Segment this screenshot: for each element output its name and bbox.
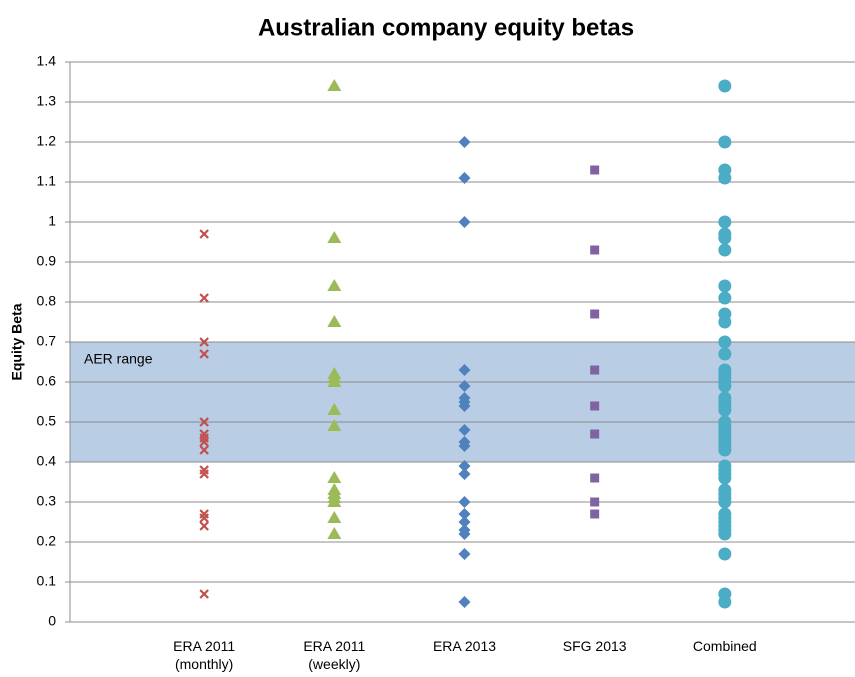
- point: [199, 293, 209, 303]
- y-tick-label: 0.3: [37, 493, 57, 509]
- point: [199, 417, 209, 427]
- point: [590, 365, 600, 375]
- point: [718, 279, 732, 293]
- point: [590, 429, 600, 439]
- point: [199, 437, 209, 447]
- point: [458, 400, 471, 412]
- x-tick-label: ERA 2011 (weekly): [303, 638, 366, 672]
- point: [458, 364, 471, 376]
- y-tick-label: 0.7: [37, 333, 57, 349]
- point: [718, 443, 732, 457]
- point: [718, 527, 732, 541]
- point: [718, 79, 732, 93]
- point: [327, 315, 342, 327]
- point: [199, 445, 209, 455]
- point: [199, 229, 209, 239]
- point: [458, 440, 471, 452]
- chart-title: Australian company equity betas: [258, 14, 634, 41]
- point: [458, 216, 471, 228]
- point: [718, 547, 732, 561]
- point: [199, 337, 209, 347]
- point: [458, 424, 471, 436]
- point: [199, 589, 209, 599]
- point: [458, 460, 471, 472]
- point: [327, 511, 342, 523]
- point: [590, 165, 600, 175]
- point: [590, 497, 600, 507]
- point: [327, 279, 342, 291]
- y-tick-label: 0.9: [37, 253, 57, 269]
- y-tick-label: 1: [48, 213, 56, 229]
- point: [327, 527, 342, 539]
- point: [718, 135, 732, 149]
- y-tick-label: 1.2: [37, 133, 57, 149]
- point: [458, 516, 471, 528]
- point: [590, 401, 600, 411]
- y-tick-label: 1.1: [37, 173, 57, 189]
- point: [458, 596, 471, 608]
- point: [327, 403, 342, 415]
- point: [718, 215, 732, 229]
- y-tick-label: 1.4: [37, 53, 57, 69]
- x-tick-label: ERA 2011 (monthly): [173, 638, 236, 672]
- point: [590, 245, 600, 255]
- point: [718, 379, 732, 393]
- x-tick-label: Combined: [692, 638, 757, 654]
- point: [327, 419, 342, 431]
- y-tick-label: 0.4: [37, 453, 57, 469]
- y-tick-label: 0.6: [37, 373, 57, 389]
- point: [590, 509, 600, 519]
- point: [458, 508, 471, 520]
- y-tick-label: 0.2: [37, 533, 57, 549]
- point: [718, 315, 732, 329]
- point: [327, 375, 342, 387]
- point: [199, 513, 209, 523]
- point: [718, 243, 732, 257]
- y-axis-label: Equity Beta: [9, 303, 25, 380]
- point: [327, 79, 342, 91]
- range-label: AER range: [84, 351, 153, 367]
- point: [458, 468, 471, 480]
- point: [718, 347, 732, 361]
- point: [199, 469, 209, 479]
- point: [199, 349, 209, 359]
- y-tick-label: 0.5: [37, 413, 57, 429]
- point: [327, 495, 342, 507]
- point: [458, 528, 471, 540]
- point: [458, 172, 471, 184]
- point: [718, 171, 732, 185]
- x-tick-label: SFG 2013: [562, 638, 627, 654]
- point: [458, 136, 471, 148]
- point: [458, 380, 471, 392]
- point: [458, 496, 471, 508]
- y-tick-label: 1.3: [37, 93, 57, 109]
- point: [718, 231, 732, 245]
- y-tick-label: 0.1: [37, 573, 57, 589]
- y-tick-label: 0: [48, 613, 56, 629]
- point: [718, 403, 732, 417]
- point: [590, 473, 600, 483]
- point: [327, 471, 342, 483]
- point: [718, 595, 732, 609]
- x-tick-label: ERA 2013: [432, 638, 497, 654]
- point: [327, 231, 342, 243]
- point: [199, 521, 209, 531]
- point: [718, 471, 732, 485]
- point: [590, 309, 600, 319]
- point: [718, 291, 732, 305]
- y-tick-label: 0.8: [37, 293, 57, 309]
- point: [458, 548, 471, 560]
- point: [718, 495, 732, 509]
- point: [718, 335, 732, 349]
